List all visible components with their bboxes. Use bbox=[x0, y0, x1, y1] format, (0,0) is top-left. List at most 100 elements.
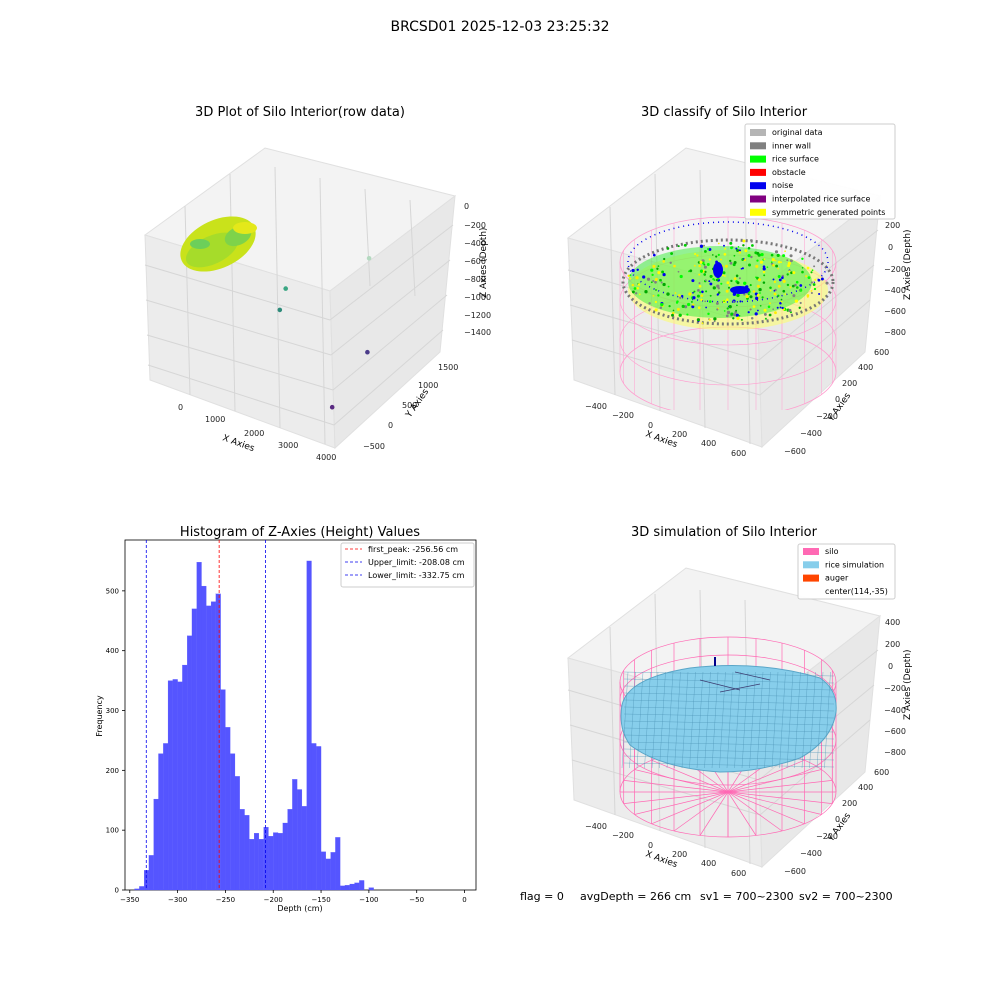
classified-point bbox=[723, 275, 726, 277]
rice-mesh-line bbox=[659, 671, 666, 769]
classified-point bbox=[730, 312, 734, 316]
histogram-bar bbox=[201, 585, 207, 891]
p1-ztick: −800 bbox=[464, 275, 486, 284]
rice-mesh-line bbox=[623, 713, 835, 719]
classified-point bbox=[659, 306, 663, 309]
classified-point bbox=[694, 252, 697, 256]
classified-point bbox=[778, 278, 782, 282]
classified-point bbox=[789, 259, 793, 263]
classified-point bbox=[656, 267, 659, 270]
histogram-bar bbox=[368, 887, 374, 891]
classified-point bbox=[789, 286, 792, 289]
panel1-z-ticks: 0 −200 −400 −600 −800 −1000 −1200 −1400 bbox=[464, 202, 491, 337]
silo-floor-spoke bbox=[673, 791, 729, 832]
classified-point bbox=[678, 313, 682, 317]
histogram-bar bbox=[301, 806, 307, 891]
p1-ztick: −1200 bbox=[464, 311, 491, 320]
rice-mesh-line bbox=[623, 727, 835, 733]
histogram-bar bbox=[316, 746, 322, 891]
p2-xtick: 600 bbox=[731, 449, 746, 458]
silo-floor-spoke bbox=[651, 791, 729, 825]
histogram-bar bbox=[239, 809, 245, 891]
hist-legend: first_peak: -256.56 cm Upper_limit: -208.… bbox=[340, 542, 475, 588]
panel1-x-ticks: 0 1000 2000 3000 4000 bbox=[178, 403, 336, 462]
classified-point bbox=[688, 292, 692, 296]
x-tick-label: −300 bbox=[168, 896, 187, 904]
classified-point bbox=[787, 264, 791, 268]
p4-legend-swatch bbox=[803, 561, 819, 569]
p1-xtick: 2000 bbox=[244, 429, 264, 438]
classified-point bbox=[723, 244, 725, 247]
hist-legend-label: Lower_limit: -332.75 cm bbox=[368, 571, 465, 580]
classified-point bbox=[779, 301, 782, 305]
histogram-bar bbox=[230, 753, 236, 891]
sv2-text: sv2 = 700~2300 bbox=[799, 890, 893, 903]
histogram-bar bbox=[263, 827, 269, 891]
classified-point bbox=[683, 243, 687, 247]
raw-outlier-point bbox=[283, 286, 289, 291]
histogram-bar bbox=[320, 851, 326, 891]
histogram-bar bbox=[254, 833, 259, 891]
panel1-outlier-points bbox=[277, 255, 372, 410]
p4-xtick: −200 bbox=[612, 831, 634, 840]
classified-point bbox=[763, 308, 767, 312]
histogram-bar bbox=[282, 822, 288, 891]
classified-point bbox=[768, 313, 772, 317]
silo-floor-spoke bbox=[699, 791, 729, 836]
classified-point bbox=[716, 308, 719, 311]
silo-floor-spoke bbox=[634, 769, 729, 793]
classified-point bbox=[636, 286, 640, 290]
classified-point bbox=[784, 250, 786, 253]
classified-point bbox=[676, 300, 679, 303]
classified-point bbox=[733, 277, 737, 280]
classified-point bbox=[749, 308, 752, 311]
classified-point bbox=[679, 274, 683, 279]
hist-legend-label: first_peak: -256.56 cm bbox=[368, 545, 458, 554]
classified-point bbox=[788, 308, 792, 313]
panel2-x-ticks: −400 −200 0 200 400 600 bbox=[585, 402, 746, 458]
histogram-vlines bbox=[145, 540, 266, 890]
classified-point bbox=[652, 253, 656, 257]
classified-point bbox=[648, 302, 651, 305]
hist-legend-label: Upper_limit: -208.08 cm bbox=[368, 558, 465, 567]
classified-point bbox=[669, 261, 672, 264]
panel1-title: 3D Plot of Silo Interior(row data) bbox=[195, 105, 405, 120]
p2-ytick: 0 bbox=[835, 395, 840, 404]
histogram-bar bbox=[277, 833, 283, 891]
p4-ytick: −600 bbox=[784, 867, 806, 876]
classified-point bbox=[764, 317, 767, 320]
hist-ylabel: Frequency bbox=[95, 695, 104, 737]
classified-point bbox=[798, 289, 801, 292]
classified-point bbox=[743, 293, 746, 296]
classified-point bbox=[668, 304, 671, 308]
classified-point bbox=[732, 317, 735, 320]
histogram-bar bbox=[273, 832, 279, 891]
x-tick-label: −200 bbox=[264, 896, 283, 904]
classified-point bbox=[725, 314, 729, 318]
classified-point bbox=[777, 274, 781, 279]
p4-ztick: −600 bbox=[884, 727, 906, 736]
classified-point bbox=[696, 254, 699, 257]
x-tick-label: −100 bbox=[359, 896, 378, 904]
histogram-bar bbox=[344, 885, 350, 891]
classified-point bbox=[655, 289, 657, 291]
classified-point bbox=[777, 294, 780, 297]
p2-legend-swatch bbox=[750, 208, 766, 216]
p1-ytick: −500 bbox=[363, 442, 385, 451]
classified-point bbox=[646, 277, 651, 281]
histogram-bar bbox=[215, 593, 221, 891]
classified-point bbox=[747, 253, 751, 258]
rice-mesh-line bbox=[816, 671, 824, 769]
y-tick-label: 0 bbox=[115, 887, 119, 895]
histogram-bar bbox=[297, 789, 303, 891]
classified-point bbox=[700, 298, 703, 302]
classified-point bbox=[741, 267, 744, 270]
classified-point bbox=[810, 291, 813, 295]
classified-point bbox=[740, 318, 743, 321]
p4-ytick: 600 bbox=[874, 768, 889, 777]
classified-point bbox=[708, 248, 712, 251]
silo-floor-spoke bbox=[727, 791, 757, 836]
p2-xtick: 200 bbox=[672, 430, 687, 439]
classified-point bbox=[752, 305, 756, 308]
classified-point bbox=[654, 300, 658, 304]
